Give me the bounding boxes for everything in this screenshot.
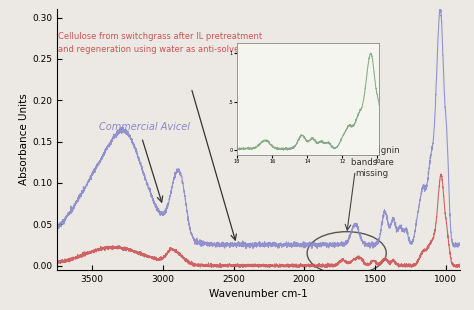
X-axis label: Wavenumber cm-1: Wavenumber cm-1 [209, 289, 308, 299]
Text: Cellulose from switchgrass after IL pretreatment
and regeneration using water as: Cellulose from switchgrass after IL pret… [58, 33, 263, 54]
Y-axis label: Absorbance Units: Absorbance Units [19, 94, 29, 185]
Text: Commercial Avicel: Commercial Avicel [99, 122, 190, 132]
Text: Typical lignin
bands are
missing: Typical lignin bands are missing [344, 146, 400, 178]
